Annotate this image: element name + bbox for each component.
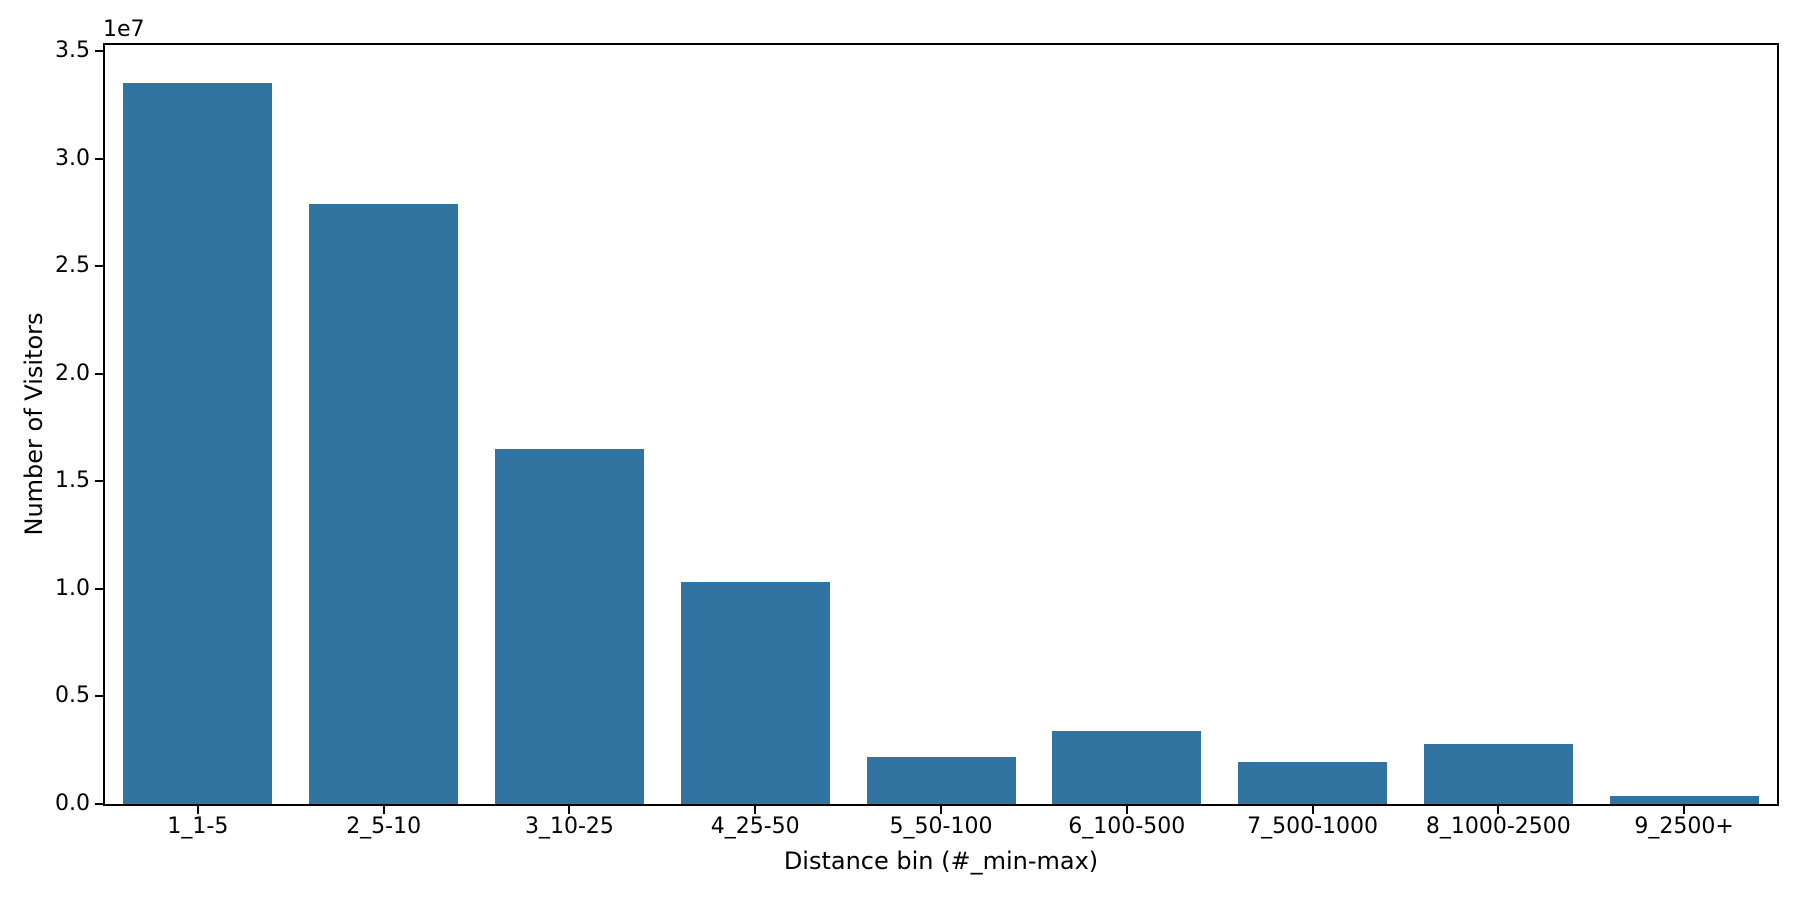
- x-tick-mark: [940, 806, 942, 814]
- y-tick-mark: [95, 695, 103, 698]
- y-tick-label: 1.5: [55, 468, 90, 494]
- x-tick-mark: [754, 806, 757, 814]
- y-axis-scale-offset-label: 1e7: [103, 17, 145, 42]
- x-tick-label: 5_50-100: [889, 814, 993, 839]
- x-tick-mark: [1683, 806, 1686, 814]
- y-tick-mark: [95, 480, 103, 483]
- x-tick-mark: [196, 806, 199, 814]
- y-tick-label: 3.5: [55, 38, 90, 64]
- x-tick-label: 9_2500+: [1634, 814, 1734, 839]
- x-tick-label: 8_1000-2500: [1425, 814, 1571, 839]
- bar-3_10-25: [494, 449, 644, 804]
- bar-7_500-1000: [1238, 762, 1388, 804]
- x-tick-label: 6_100-500: [1068, 814, 1186, 839]
- x-tick-label: 2_5-10: [346, 814, 422, 839]
- y-tick-label: 2.5: [55, 253, 90, 279]
- x-tick-mark: [1311, 806, 1314, 814]
- bar-6_100-500: [1052, 731, 1202, 804]
- y-axis-title: Number of Visitors: [20, 312, 48, 536]
- x-axis-title: Distance bin (#_min-max): [783, 847, 1099, 875]
- bar-4_25-50: [680, 582, 830, 804]
- x-tick-mark: [382, 806, 385, 814]
- bar-9_2500+: [1609, 796, 1759, 804]
- plot-area: [95, 43, 1779, 814]
- y-tick-mark: [95, 157, 103, 160]
- bar-2_5-10: [309, 203, 459, 804]
- y-tick-label: 3.0: [55, 145, 90, 171]
- y-tick-label: 0.0: [55, 791, 90, 816]
- y-tick-label: 1.0: [55, 575, 90, 601]
- bar-1_1-5: [123, 83, 273, 804]
- bar-8_1000-2500: [1423, 743, 1573, 804]
- bar-5_50-100: [866, 757, 1016, 804]
- x-tick-mark: [1497, 806, 1500, 814]
- y-tick-mark: [95, 50, 103, 53]
- x-tick-label: 7_500-1000: [1247, 814, 1378, 839]
- x-tick-label: 1_1-5: [167, 814, 229, 839]
- x-tick-label: 3_10-25: [524, 814, 614, 839]
- x-tick-label: 4_25-50: [710, 814, 800, 839]
- y-tick-label: 2.0: [55, 360, 90, 386]
- x-tick-mark: [1125, 806, 1128, 814]
- y-tick-mark: [95, 265, 103, 268]
- y-tick-mark: [95, 803, 103, 805]
- y-tick-mark: [95, 587, 103, 590]
- x-tick-mark: [568, 806, 571, 814]
- y-tick-mark: [95, 372, 103, 375]
- y-tick-label: 0.5: [55, 683, 90, 709]
